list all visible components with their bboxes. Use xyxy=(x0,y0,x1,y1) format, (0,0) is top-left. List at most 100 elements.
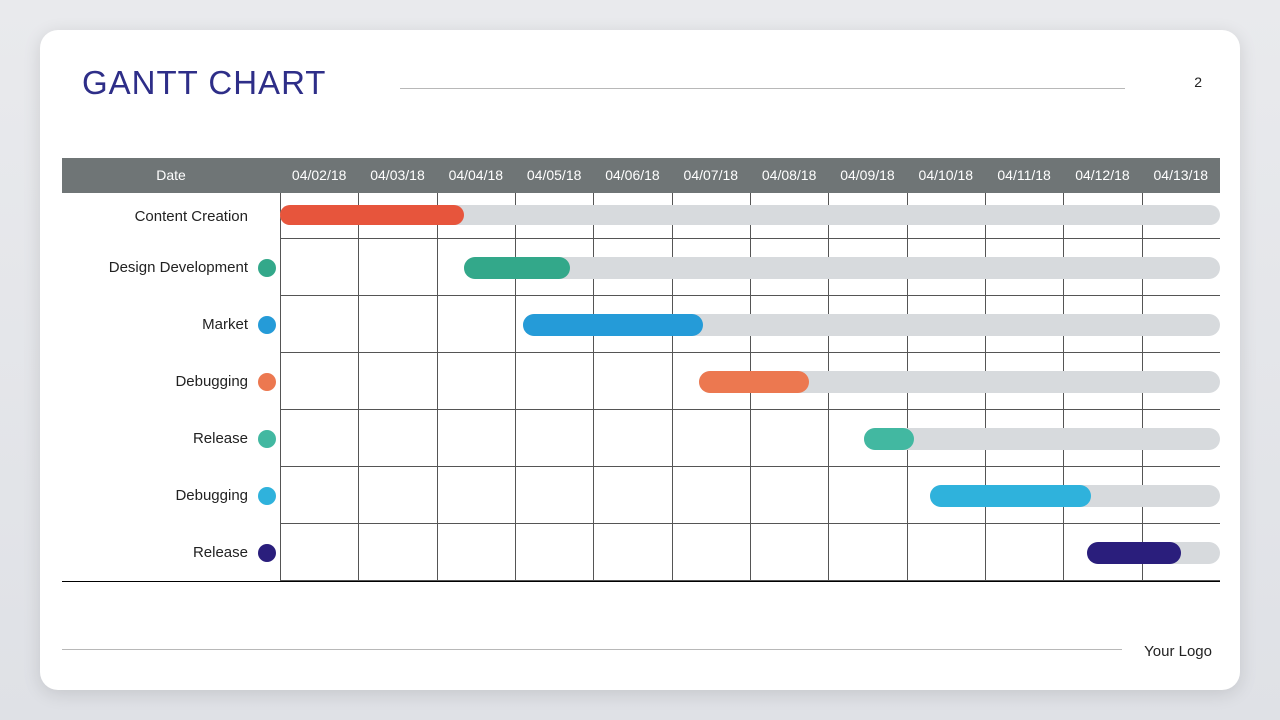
footer-divider xyxy=(62,649,1122,650)
header-date: 04/07/18 xyxy=(672,158,750,193)
gantt-cell xyxy=(750,467,828,524)
task-dot xyxy=(258,373,276,391)
gantt-cells xyxy=(280,353,1220,410)
gantt-cells xyxy=(280,239,1220,296)
gantt-cells xyxy=(280,193,1220,239)
task-bar xyxy=(523,314,703,336)
gantt-row: Content Creation xyxy=(62,193,1220,239)
gantt-cell xyxy=(280,296,358,353)
task-label-text: Release xyxy=(193,430,248,447)
gantt-cell xyxy=(515,524,593,581)
task-track xyxy=(464,257,1220,279)
header-date: 04/09/18 xyxy=(828,158,906,193)
gantt-cell xyxy=(358,410,436,467)
gantt-cell xyxy=(280,524,358,581)
gantt-cell xyxy=(828,524,906,581)
gantt-cell xyxy=(437,467,515,524)
gantt-cell xyxy=(593,410,671,467)
gantt-cell xyxy=(593,467,671,524)
gantt-cell xyxy=(280,410,358,467)
page-number: 2 xyxy=(1194,74,1202,90)
task-label-text: Debugging xyxy=(175,373,248,390)
task-bar xyxy=(864,428,915,450)
task-dot xyxy=(258,544,276,562)
header-date: 04/04/18 xyxy=(437,158,515,193)
gantt-row: Market xyxy=(62,296,1220,353)
task-label: Release xyxy=(62,410,280,467)
task-bar xyxy=(930,485,1091,507)
gantt-cell xyxy=(515,467,593,524)
gantt-row: Design Development xyxy=(62,239,1220,296)
task-label-text: Market xyxy=(202,316,248,333)
task-track xyxy=(864,428,1220,450)
header-label-col: Date xyxy=(62,158,280,193)
gantt-cell xyxy=(280,239,358,296)
page-title: GANTT CHART xyxy=(82,64,326,102)
gantt-cell xyxy=(672,524,750,581)
task-track xyxy=(930,485,1220,507)
gantt-row: Release xyxy=(62,524,1220,581)
gantt-cell xyxy=(280,467,358,524)
task-bar xyxy=(1087,542,1181,564)
task-dot xyxy=(258,316,276,334)
task-dot xyxy=(258,259,276,277)
gantt-cell xyxy=(672,410,750,467)
gantt-row: Debugging xyxy=(62,353,1220,410)
gantt-cell xyxy=(358,467,436,524)
task-label-text: Content Creation xyxy=(135,208,248,225)
gantt-cell xyxy=(437,410,515,467)
header-date: 04/10/18 xyxy=(907,158,985,193)
gantt-row: Debugging xyxy=(62,467,1220,524)
header-date: 04/08/18 xyxy=(750,158,828,193)
header-date: 04/12/18 xyxy=(1063,158,1141,193)
gantt-cell xyxy=(437,296,515,353)
task-label-text: Design Development xyxy=(109,259,248,276)
gantt-cell xyxy=(750,524,828,581)
task-track xyxy=(1087,542,1220,564)
gantt-cell xyxy=(985,524,1063,581)
task-dot xyxy=(258,487,276,505)
header-date: 04/02/18 xyxy=(280,158,358,193)
gantt-cell xyxy=(358,524,436,581)
gantt-cells xyxy=(280,296,1220,353)
task-label-text: Release xyxy=(193,544,248,561)
gantt-cells xyxy=(280,524,1220,581)
task-label: Market xyxy=(62,296,280,353)
task-bar xyxy=(280,205,464,225)
task-dot xyxy=(258,430,276,448)
header-date: 04/05/18 xyxy=(515,158,593,193)
task-track xyxy=(280,205,1220,225)
header-date: 04/13/18 xyxy=(1142,158,1220,193)
gantt-cell xyxy=(593,524,671,581)
task-label: Debugging xyxy=(62,353,280,410)
task-label: Debugging xyxy=(62,467,280,524)
footer-logo: Your Logo xyxy=(1144,643,1212,660)
gantt-cell xyxy=(358,296,436,353)
task-label-text: Debugging xyxy=(175,487,248,504)
header-dates: 04/02/1804/03/1804/04/1804/05/1804/06/18… xyxy=(280,158,1220,193)
gantt-cell xyxy=(437,353,515,410)
gantt-cells xyxy=(280,467,1220,524)
gantt-cell xyxy=(907,524,985,581)
header-date: 04/06/18 xyxy=(593,158,671,193)
gantt-cells xyxy=(280,410,1220,467)
gantt-cell xyxy=(828,467,906,524)
task-label: Content Creation xyxy=(62,193,280,239)
task-label: Design Development xyxy=(62,239,280,296)
gantt-cell xyxy=(515,353,593,410)
title-divider xyxy=(400,88,1125,89)
header-date: 04/11/18 xyxy=(985,158,1063,193)
gantt-row: Release xyxy=(62,410,1220,467)
task-track xyxy=(523,314,1220,336)
gantt-cell xyxy=(593,353,671,410)
gantt-header: Date 04/02/1804/03/1804/04/1804/05/1804/… xyxy=(62,158,1220,193)
slide-card: GANTT CHART 2 Date 04/02/1804/03/1804/04… xyxy=(40,30,1240,690)
gantt-cell xyxy=(358,239,436,296)
gantt-cell xyxy=(672,467,750,524)
gantt-cell xyxy=(280,353,358,410)
gantt-chart: Date 04/02/1804/03/1804/04/1804/05/1804/… xyxy=(62,158,1220,582)
task-bar xyxy=(699,371,809,393)
gantt-cell xyxy=(358,353,436,410)
task-track xyxy=(699,371,1220,393)
header-date: 04/03/18 xyxy=(358,158,436,193)
